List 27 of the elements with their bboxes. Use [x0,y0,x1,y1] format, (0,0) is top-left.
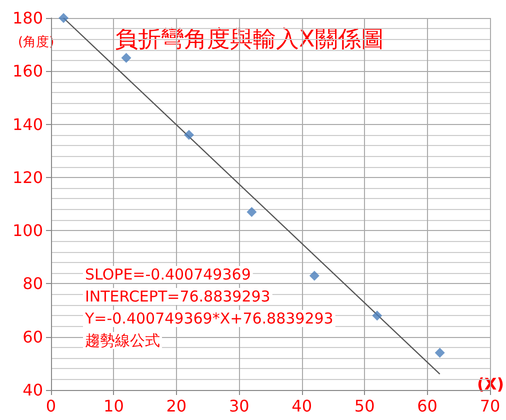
x-tick-label: 20 [166,396,187,416]
point [434,348,445,358]
x-tick-label: 10 [104,396,124,416]
point [309,270,320,281]
annotation: INTERCEPT=76.8839293 [85,288,270,306]
y-tick-label: 100 [12,221,43,240]
annotation: Y=-0.400749369*X+76.8839293 [84,310,334,328]
x-tick-label: 70 [480,396,500,416]
x-tick-label: 30 [228,396,250,416]
y-tick-label: 60 [22,327,43,346]
x-tick-label: 50 [354,396,375,416]
y-tick-label: 120 [12,168,43,187]
y-tick-label: 140 [12,114,43,134]
point [58,13,69,23]
y-tick-label: 80 [22,274,43,294]
point [246,206,257,217]
x-tick-label: 60 [417,396,438,416]
x-tick-label: 0 [46,396,56,416]
point [184,130,194,140]
y-tick-label: 160 [12,62,43,81]
annotation: SLOPE=-0.400749369 [85,266,251,284]
x-tick-label: 40 [292,396,312,416]
point [121,52,132,63]
annotation: 趨勢線公式 [85,332,160,350]
y-tick-label: 40 [22,380,43,400]
point [372,310,382,321]
y-tick-label: 180 [12,8,43,28]
